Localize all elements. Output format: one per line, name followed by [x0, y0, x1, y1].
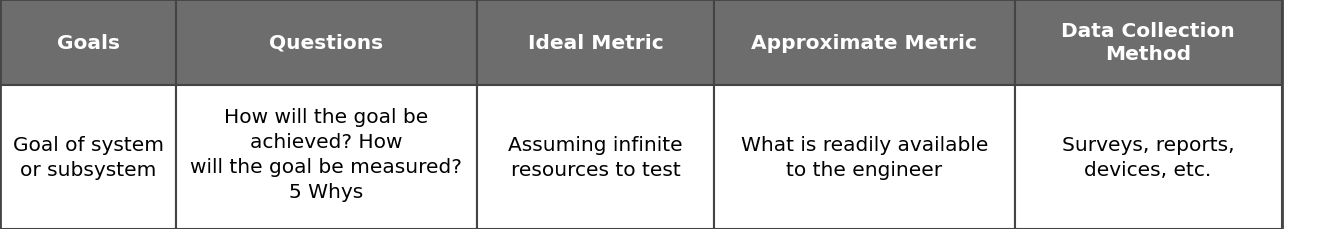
Bar [477, 86, 714, 229]
Text: What is readily available
to the engineer: What is readily available to the enginee… [741, 136, 988, 179]
Text: How will the goal be
achieved? How
will the goal be measured?
5 Whys: How will the goal be achieved? How will … [191, 108, 462, 201]
Bar [176, 86, 477, 229]
Text: Goal of system
or subsystem: Goal of system or subsystem [12, 136, 164, 179]
Bar [477, 0, 714, 86]
Text: Ideal Metric: Ideal Metric [527, 33, 663, 52]
Text: Assuming infinite
resources to test: Assuming infinite resources to test [509, 136, 682, 179]
Text: Goals: Goals [56, 33, 120, 52]
Bar [0, 86, 176, 229]
Bar [0, 0, 176, 86]
Text: Surveys, reports,
devices, etc.: Surveys, reports, devices, etc. [1061, 136, 1235, 179]
Text: Questions: Questions [270, 33, 383, 52]
Bar [176, 0, 477, 86]
Bar [1015, 86, 1282, 229]
Text: Approximate Metric: Approximate Metric [752, 33, 977, 52]
Bar [714, 86, 1015, 229]
Text: Data Collection
Method: Data Collection Method [1061, 22, 1235, 64]
Bar [1015, 0, 1282, 86]
Bar [714, 0, 1015, 86]
